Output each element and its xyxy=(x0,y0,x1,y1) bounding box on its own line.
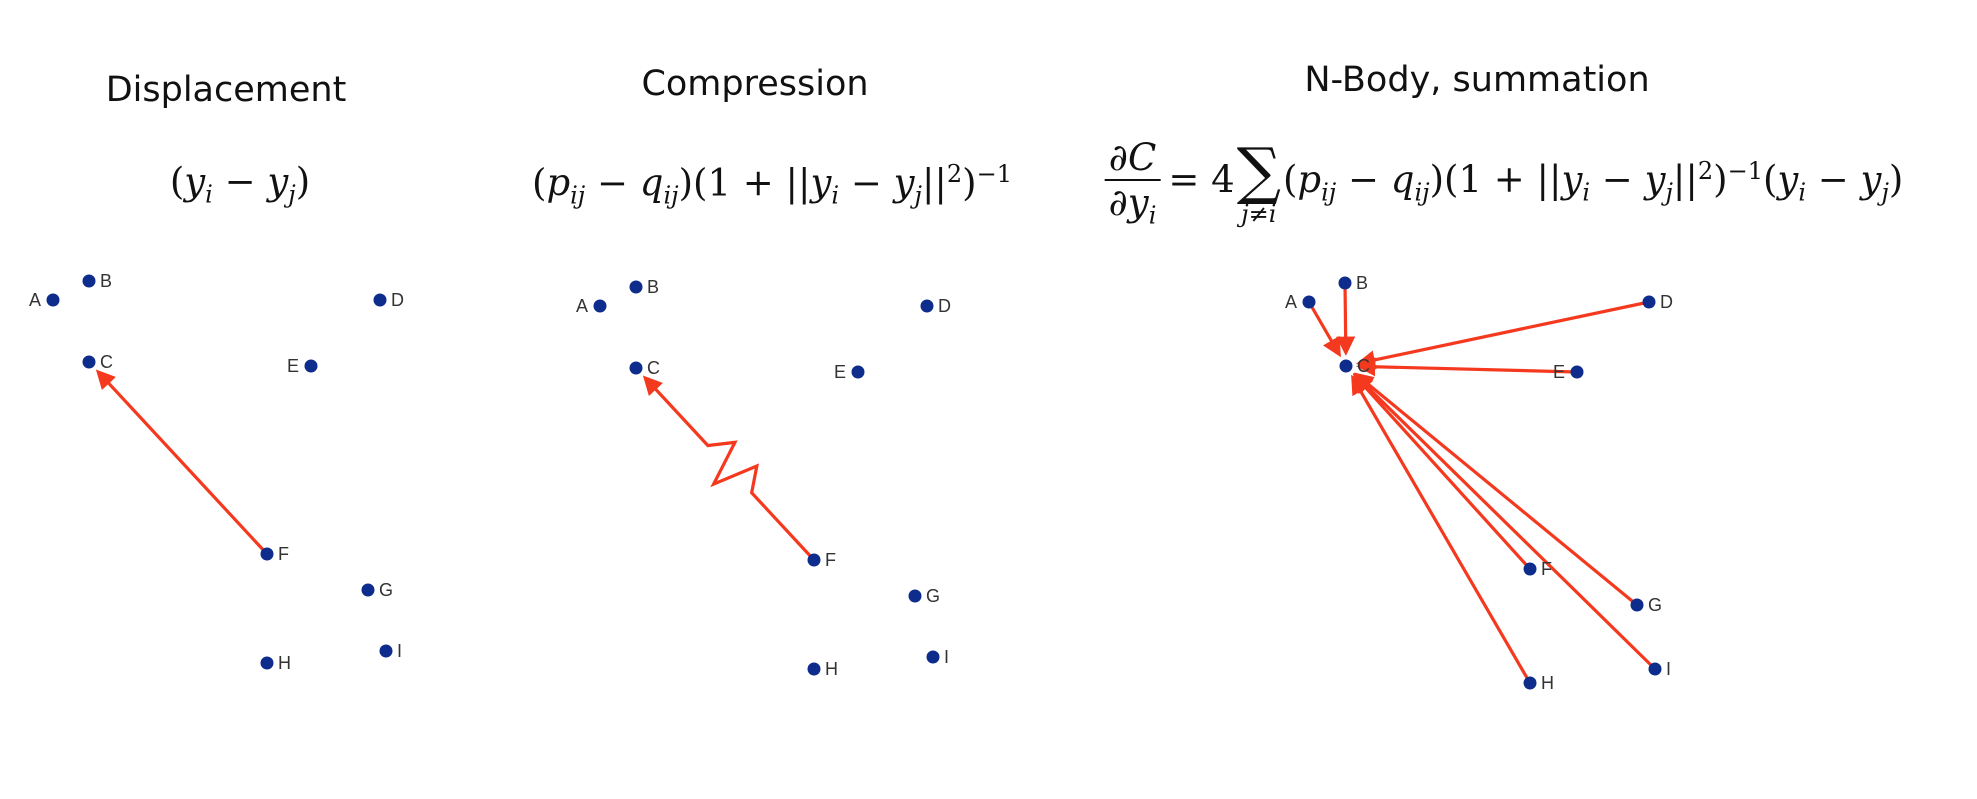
point-label-d-panel-3: D xyxy=(1660,292,1673,312)
point-label-i-panel-1: I xyxy=(397,641,402,661)
point-label-c-panel-3: C xyxy=(1357,356,1370,376)
point-e-panel-1 xyxy=(304,359,318,373)
point-d-panel-2 xyxy=(920,299,934,313)
point-label-a-panel-3: A xyxy=(1285,292,1297,312)
point-g-panel-2 xyxy=(908,589,922,603)
point-label-b-panel-3: B xyxy=(1356,273,1368,293)
force-arrow-a-to-c-panel-3 xyxy=(1307,301,1341,358)
point-e-panel-2 xyxy=(851,365,865,379)
panel-title-displacement: Displacement xyxy=(105,70,347,110)
panel-title-compression: Compression xyxy=(641,64,869,104)
point-f-panel-3 xyxy=(1523,562,1537,576)
point-h-panel-2 xyxy=(807,662,821,676)
point-label-g-panel-2: G xyxy=(926,586,940,606)
point-label-d-panel-2: D xyxy=(938,296,951,316)
point-d-panel-1 xyxy=(373,293,387,307)
point-label-c-panel-2: C xyxy=(647,358,660,378)
point-g-panel-1 xyxy=(361,583,375,597)
point-label-e-panel-2: E xyxy=(834,362,846,382)
point-label-b-panel-1: B xyxy=(100,271,112,291)
point-i-panel-3 xyxy=(1648,662,1662,676)
force-arrow-d-to-c-panel-3 xyxy=(1355,300,1650,370)
point-h-panel-1 xyxy=(260,656,274,670)
point-label-a-panel-1: A xyxy=(29,290,41,310)
summation-sign: ∑ j≠i xyxy=(1236,133,1281,228)
point-c-panel-1 xyxy=(82,355,96,369)
point-d-panel-3 xyxy=(1642,295,1656,309)
formula-compression: (pij − qij)(1 + ||yi − yj||2)−1 xyxy=(532,160,1012,210)
force-arrow-h-to-c-panel-3 xyxy=(1351,374,1532,684)
point-a-panel-3 xyxy=(1302,295,1316,309)
point-b-panel-3 xyxy=(1338,276,1352,290)
point-a-panel-2 xyxy=(593,299,607,313)
point-label-h-panel-2: H xyxy=(825,659,838,679)
force-arrow-f-to-c-panel-3 xyxy=(1352,373,1532,571)
force-arrow-f-to-c-panel-2 xyxy=(642,375,816,562)
point-b-panel-1 xyxy=(82,274,96,288)
point-label-h-panel-3: H xyxy=(1541,673,1554,693)
point-label-f-panel-3: F xyxy=(1541,559,1552,579)
formula-nbody-gradient: ∂C ∂yi = 4 ∑ j≠i (pij − qij)(1 + ||yi − yj||2… xyxy=(1104,133,1903,229)
point-label-c-panel-1: C xyxy=(100,352,113,372)
point-label-f-panel-2: F xyxy=(825,550,836,570)
point-h-panel-3 xyxy=(1523,676,1537,690)
point-label-e-panel-3: E xyxy=(1553,362,1565,382)
point-label-g-panel-1: G xyxy=(379,580,393,600)
formula-displacement: (yi − yj) xyxy=(169,160,311,209)
point-label-b-panel-2: B xyxy=(647,277,659,297)
point-i-panel-1 xyxy=(379,644,393,658)
point-label-h-panel-1: H xyxy=(278,653,291,673)
force-arrow-i-to-c-panel-3 xyxy=(1353,373,1657,671)
point-f-panel-1 xyxy=(260,547,274,561)
force-arrow-g-to-c-panel-3 xyxy=(1353,372,1639,607)
point-b-panel-2 xyxy=(629,280,643,294)
point-c-panel-2 xyxy=(629,361,643,375)
partial-derivative-fraction: ∂C ∂yi xyxy=(1104,136,1161,229)
point-f-panel-2 xyxy=(807,553,821,567)
point-label-f-panel-1: F xyxy=(278,544,289,564)
point-g-panel-3 xyxy=(1630,598,1644,612)
force-arrow-f-to-c-panel-1 xyxy=(95,369,269,556)
point-c-panel-3 xyxy=(1339,359,1353,373)
point-e-panel-3 xyxy=(1570,365,1584,379)
point-label-g-panel-3: G xyxy=(1648,595,1662,615)
force-arrow-b-to-c-panel-3 xyxy=(1336,282,1356,356)
point-label-e-panel-1: E xyxy=(287,356,299,376)
point-label-a-panel-2: A xyxy=(576,296,588,316)
point-label-i-panel-2: I xyxy=(944,647,949,667)
point-label-i-panel-3: I xyxy=(1666,659,1671,679)
point-a-panel-1 xyxy=(46,293,60,307)
point-i-panel-2 xyxy=(926,650,940,664)
point-label-d-panel-1: D xyxy=(391,290,404,310)
panel-title-nbody: N-Body, summation xyxy=(1304,60,1650,100)
force-arrow-e-to-c-panel-3 xyxy=(1356,357,1578,377)
